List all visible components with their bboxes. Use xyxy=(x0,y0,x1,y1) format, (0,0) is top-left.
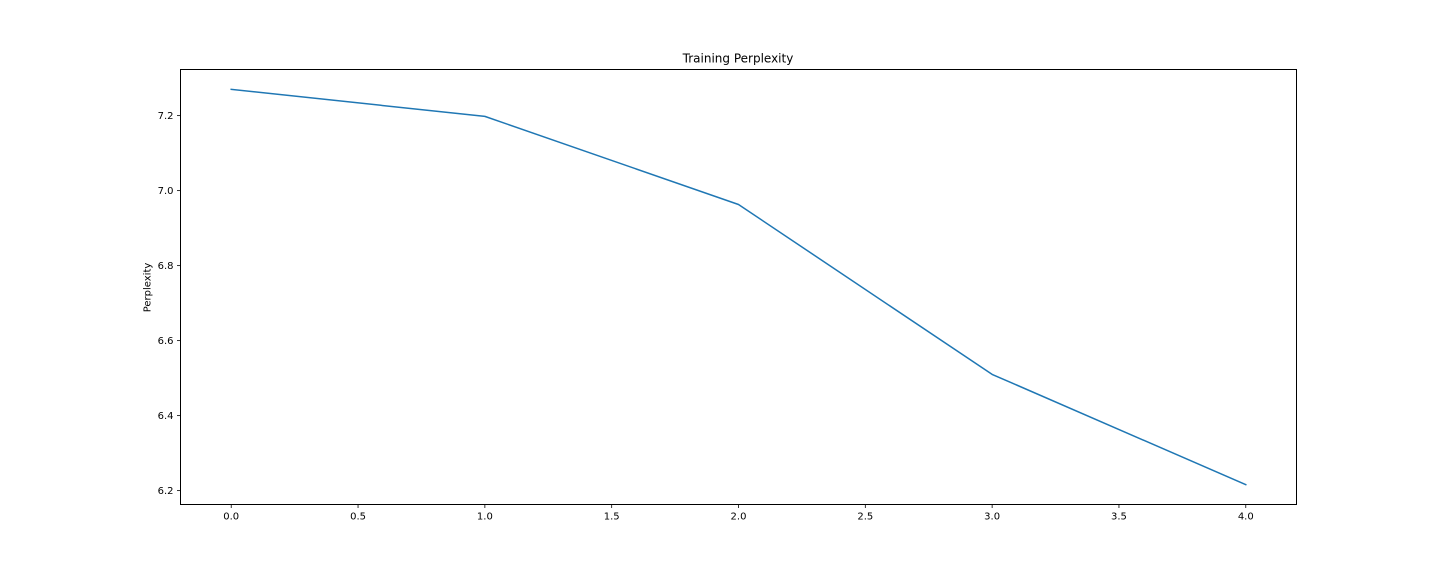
x-tick-label: 1.5 xyxy=(604,512,620,523)
x-tick-label: 2.0 xyxy=(731,512,747,523)
y-tick-label: 6.2 xyxy=(158,486,174,497)
x-tick-label: 3.5 xyxy=(1111,512,1127,523)
y-tick-label: 7.0 xyxy=(158,186,174,197)
series-line xyxy=(230,88,1247,486)
y-tick-label: 7.2 xyxy=(158,111,174,122)
chart-title: Training Perplexity xyxy=(682,52,794,66)
x-tick-label: 0.0 xyxy=(223,512,239,523)
x-tick-label: 3.0 xyxy=(984,512,1000,523)
x-tick-label: 1.0 xyxy=(477,512,493,523)
y-tick-label: 6.8 xyxy=(158,261,174,272)
y-axis: 6.2 6.4 6.6 6.8 7.0 7.2 xyxy=(158,111,181,497)
x-tick-label: 2.5 xyxy=(857,512,873,523)
x-tick-label: 4.0 xyxy=(1238,512,1254,523)
x-tick-label: 0.5 xyxy=(350,512,366,523)
plot-frame xyxy=(180,69,1297,505)
y-tick-label: 6.6 xyxy=(158,336,174,347)
y-axis-label: Perplexity xyxy=(143,263,154,313)
x-axis: 0.0 0.5 1.0 1.5 2.0 2.5 3.0 3.5 4.0 xyxy=(223,504,1254,523)
y-tick-label: 6.4 xyxy=(158,411,174,422)
